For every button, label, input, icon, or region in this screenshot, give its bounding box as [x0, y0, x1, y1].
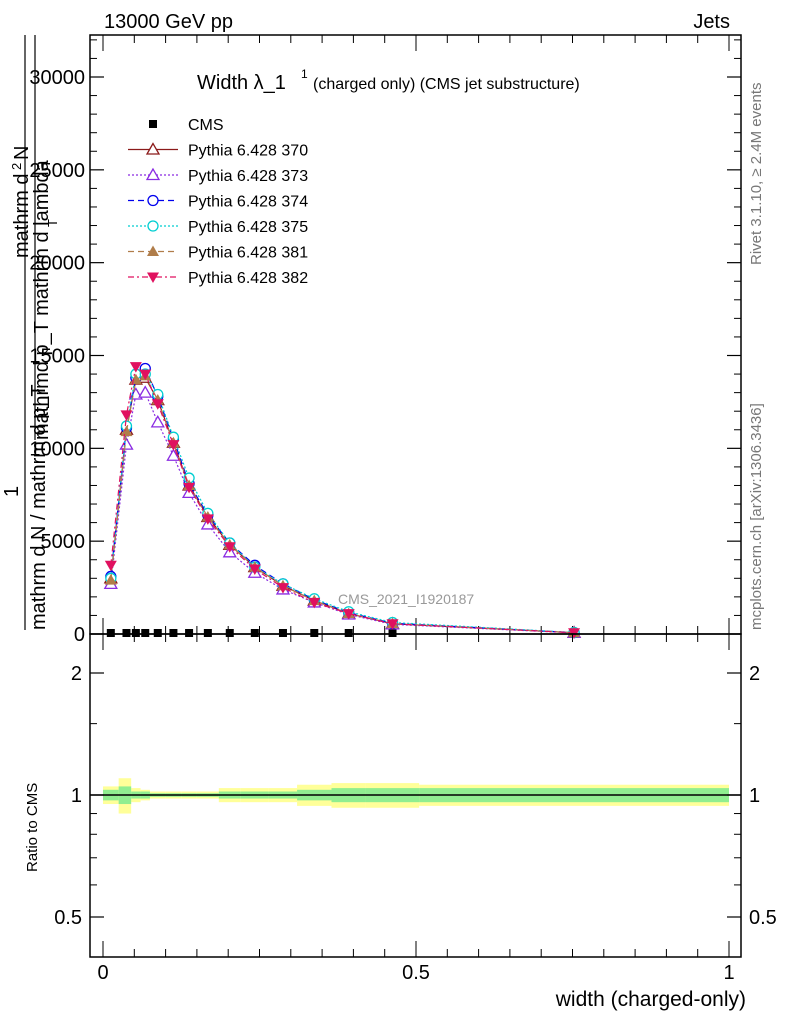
ratio-ytick-label: 1 — [71, 785, 82, 807]
header-left: 13000 GeV pp — [104, 11, 233, 33]
data-point — [344, 629, 353, 637]
legend-marker — [149, 120, 157, 128]
legend-label: Pythia 6.428 373 — [188, 168, 308, 185]
main-ytick-label: 20000 — [29, 253, 85, 275]
legend-item: Pythia 6.428 374 — [128, 194, 308, 211]
legend-label: Pythia 6.428 381 — [188, 245, 308, 262]
data-point — [201, 514, 214, 525]
main-ylabel: mathrm d 2 N mathrmd p_T mathrm d lambda… — [1, 35, 60, 630]
legend-label: Pythia 6.428 370 — [188, 143, 308, 160]
data-point — [129, 362, 142, 373]
legend-item: CMS — [149, 117, 224, 134]
series-line — [110, 375, 575, 634]
ratio-ylabel: Ratio to CMS — [24, 783, 41, 872]
data-point — [131, 629, 140, 637]
data-point — [120, 410, 133, 421]
data-point — [169, 629, 178, 637]
main-ytick-label: 30000 — [29, 67, 85, 89]
legend-item: Pythia 6.428 375 — [128, 219, 308, 236]
data-point — [153, 629, 162, 637]
main-plot: Width λ_1 1 (charged only) (CMS jet subs… — [1, 34, 742, 646]
data-point — [122, 629, 131, 637]
data-point — [104, 574, 117, 585]
data-point — [250, 629, 259, 637]
legend-item: Pythia 6.428 373 — [128, 167, 308, 185]
main-ytick-label: 5000 — [41, 531, 86, 553]
xtick-label: 0 — [97, 962, 108, 984]
data-point — [386, 619, 399, 630]
ylabel-numerator: mathrm d — [11, 174, 33, 258]
legend-marker — [147, 194, 159, 207]
data-point — [310, 629, 319, 637]
main-ytick-label: 10000 — [29, 438, 85, 460]
legend-item: Pythia 6.428 382 — [128, 270, 308, 287]
data-point — [151, 399, 164, 410]
legend-marker — [147, 245, 159, 256]
data-point — [150, 415, 165, 428]
ylabel-numerator-sup: 2 — [9, 163, 24, 170]
ratio-ytick-label: 2 — [71, 663, 82, 685]
ratio-ytick-label-right: 1 — [749, 785, 760, 807]
data-point — [166, 448, 181, 461]
ylabel-denominator: mathrmd p_T mathrm d lambda — [31, 159, 53, 440]
legend-marker — [147, 272, 159, 283]
ratio-plot: 0.5 0.5 1 1 2 2 0 0.5 1 Ratio to CMS width (char… — [24, 633, 777, 1011]
legend-marker — [147, 220, 159, 232]
data-point — [388, 629, 397, 637]
watermark: CMS_2021_I1920187 — [338, 591, 474, 607]
xtick-label: 0.5 — [402, 962, 430, 984]
series-line — [110, 365, 575, 634]
rivet-label: Rivet 3.1.10, ≥ 2.4M events — [748, 83, 765, 266]
legend-label: Pythia 6.428 382 — [188, 270, 308, 287]
data-point — [139, 369, 152, 381]
ratio-ytick-label-right: 2 — [749, 663, 760, 685]
main-ytick-label: 15000 — [29, 346, 85, 368]
data-point — [342, 609, 355, 620]
data-point — [183, 482, 196, 494]
ylabel-prefactor: mathrm d N / mathrm d p_T — [28, 384, 50, 630]
legend-label: Pythia 6.428 374 — [188, 194, 308, 211]
series-6 — [104, 362, 581, 639]
plot-title-main: Width λ_1 — [197, 72, 286, 94]
plot-title-rest: (charged only) (CMS jet substructure) — [313, 76, 580, 93]
plot-title-sup: 1 — [301, 67, 308, 81]
ratio-frame — [89, 633, 742, 958]
data-point — [106, 629, 115, 637]
data-point — [167, 440, 180, 451]
main-ytick-label: 25000 — [29, 160, 85, 182]
ylabel-numerator-n: N — [11, 146, 33, 160]
data-point — [308, 597, 321, 609]
data-point — [248, 564, 261, 576]
legend-marker — [145, 142, 161, 155]
main-ytick-label: 0 — [74, 624, 85, 646]
ylabel-denominator-sub: T — [45, 219, 60, 227]
data-point — [120, 425, 133, 437]
legend-item: Pythia 6.428 370 — [128, 142, 308, 160]
data-point — [278, 629, 287, 637]
legend-item: Pythia 6.428 381 — [128, 245, 308, 262]
data-point — [119, 437, 134, 450]
legend-label: CMS — [188, 117, 224, 134]
ylabel-one: 1 — [1, 486, 23, 497]
ratio-ytick-label: 0.5 — [54, 907, 82, 929]
data-point — [225, 629, 234, 637]
xtick-label: 1 — [723, 962, 734, 984]
data-point — [203, 629, 212, 637]
legend-label: Pythia 6.428 375 — [188, 219, 308, 236]
data-point — [223, 542, 236, 553]
data-point — [141, 629, 150, 637]
legend-marker — [145, 167, 161, 181]
header-right: Jets — [693, 11, 730, 33]
x-axis-label: width (charged-only) — [555, 988, 746, 1011]
data-point — [104, 560, 117, 572]
mcplots-label: mcplots.cern.ch [arXiv:1306.3436] — [748, 403, 765, 630]
ratio-ytick-label-right: 0.5 — [749, 907, 777, 929]
data-point — [276, 583, 289, 594]
data-point — [185, 629, 194, 637]
data-point — [138, 385, 153, 398]
